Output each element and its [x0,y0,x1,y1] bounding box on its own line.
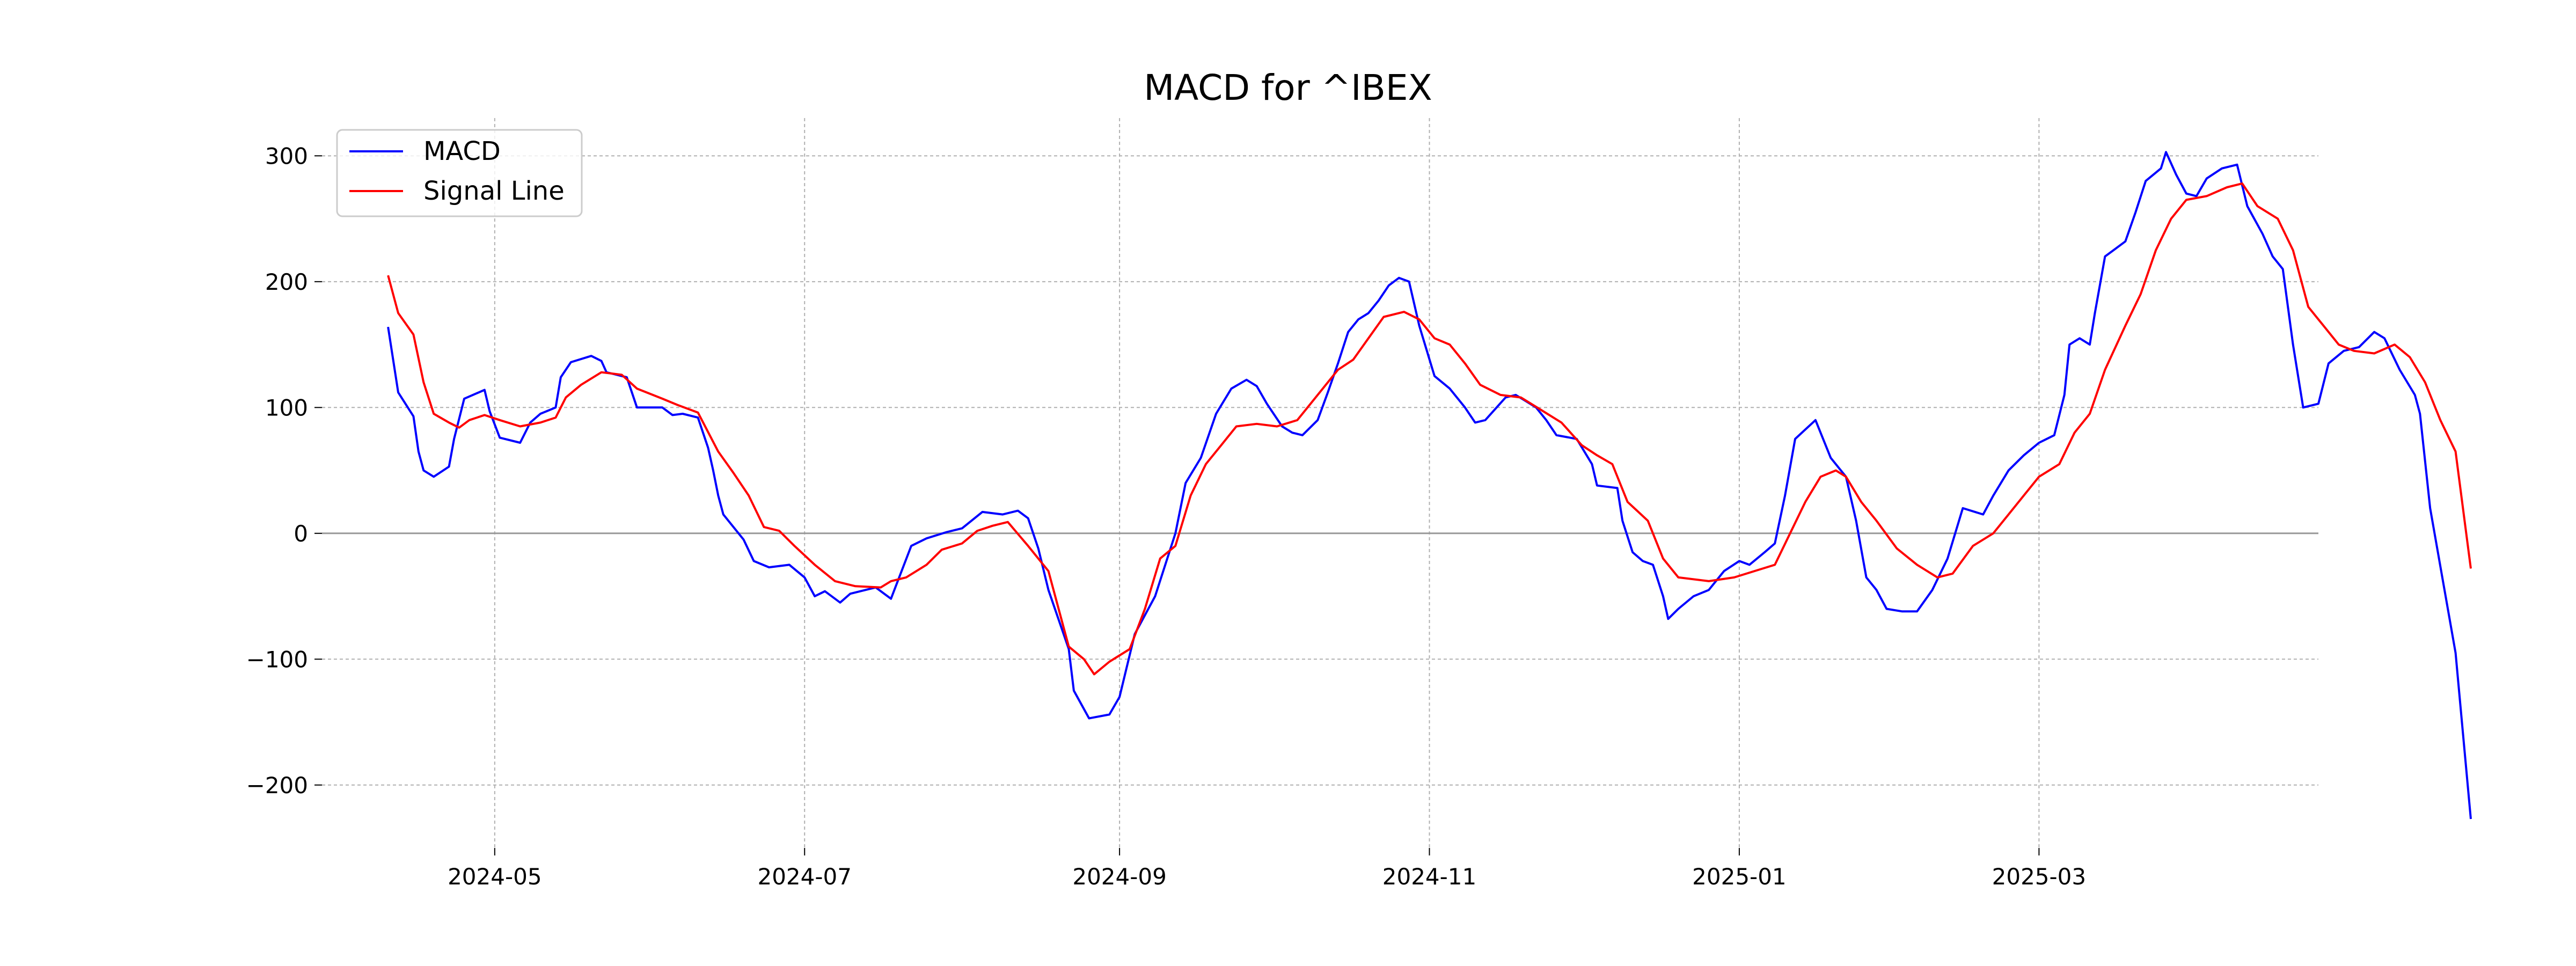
legend-label-macd: MACD [423,136,501,166]
axis-layer: 2024-05 2024-07 2024-09 2024-11 2025-01 2025-… [246,143,2086,890]
y-tick-label: −100 [246,646,308,672]
x-tick-label: 2024-09 [1072,863,1167,890]
legend-label-signal-line: Signal Line [423,176,565,206]
y-tick-label: −200 [246,772,308,799]
y-tick-label: 200 [265,269,308,295]
series-line-signal-line [387,182,2472,676]
chart-title: MACD for ^IBEX [1144,67,1432,108]
x-tick-label: 2024-11 [1382,863,1477,890]
x-tick-label: 2024-07 [757,863,852,890]
y-tick-label: 300 [265,143,308,169]
x-tick-label: 2025-03 [1992,863,2087,890]
y-tick-label: 0 [294,521,308,547]
x-tick-label: 2024-05 [448,863,542,890]
series-line-macd [387,151,2472,819]
legend: MACD Signal Line [336,129,583,217]
series-layer [387,151,2472,819]
y-tick-label: 100 [265,394,308,421]
x-tick-label: 2025-01 [1692,863,1787,890]
